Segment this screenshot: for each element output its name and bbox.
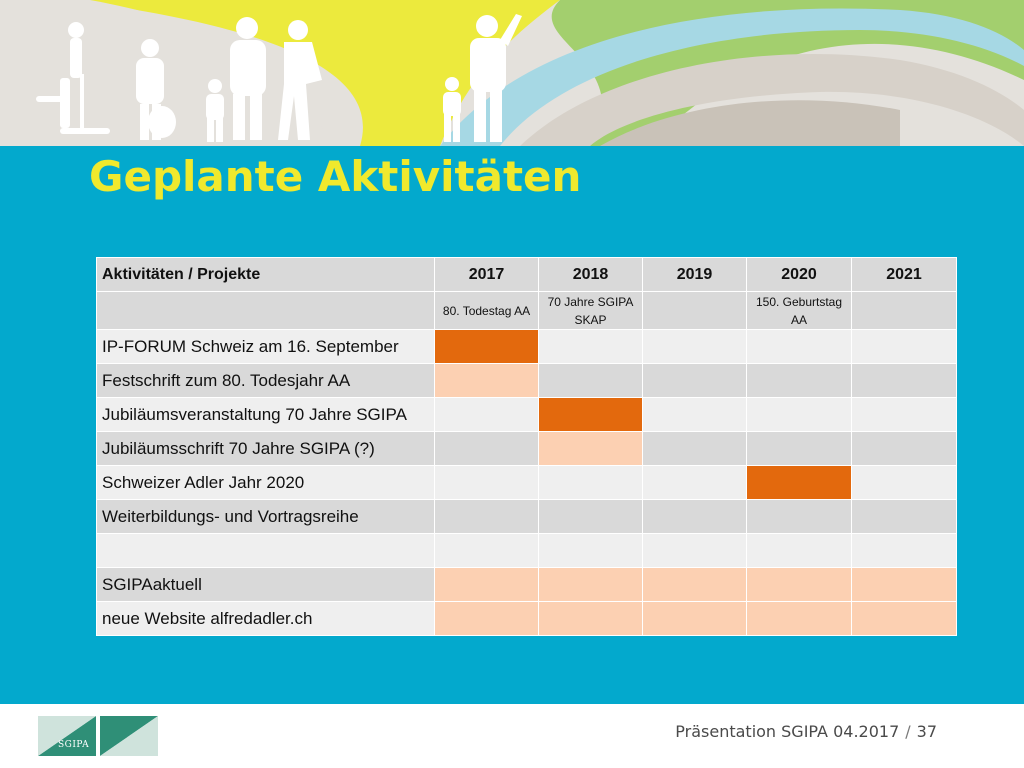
- timeline-cell: [642, 329, 747, 364]
- timeline-cell: [642, 465, 747, 500]
- header-year-2020: 2020: [746, 257, 852, 292]
- timeline-cell: [746, 329, 852, 364]
- table-row: Jubiläumsveranstaltung 70 Jahre SGIPA: [96, 397, 957, 432]
- timeline-cell: [746, 499, 852, 534]
- table-row: IP-FORUM Schweiz am 16. September: [96, 329, 957, 364]
- timeline-cell: [642, 431, 747, 466]
- timeline-cell: [851, 533, 957, 568]
- header-activities: Aktivitäten / Projekte: [96, 257, 435, 292]
- header-year-2019: 2019: [642, 257, 747, 292]
- timeline-cell: [434, 499, 539, 534]
- timeline-bar-light: [851, 567, 957, 602]
- activity-plan-table: Aktivitäten / Projekte 2017 2018 2019 20…: [96, 257, 957, 636]
- table-row: neue Website alfredadler.ch: [96, 601, 957, 636]
- page-number: 37: [916, 722, 937, 741]
- activity-label: IP-FORUM Schweiz am 16. September: [96, 329, 435, 364]
- timeline-cell: [746, 397, 852, 432]
- timeline-bar-light: [851, 601, 957, 636]
- footer: Präsentation SGIPA 04.2017 / 37: [675, 722, 937, 741]
- activity-label: SGIPAaktuell: [96, 567, 435, 602]
- timeline-bar-dark: [746, 465, 852, 500]
- timeline-cell: [851, 397, 957, 432]
- timeline-bar-light: [434, 567, 539, 602]
- subheader-cell: [642, 291, 747, 330]
- sgipa-logo: [38, 716, 158, 756]
- timeline-bar-light: [642, 567, 747, 602]
- activity-label: Jubiläumsschrift 70 Jahre SGIPA (?): [96, 431, 435, 466]
- table-row: Weiterbildungs- und Vortragsreihe: [96, 499, 957, 534]
- table-header-row: Aktivitäten / Projekte 2017 2018 2019 20…: [96, 257, 957, 292]
- timeline-bar-light: [538, 567, 643, 602]
- timeline-bar-dark: [538, 397, 643, 432]
- activity-label: Festschrift zum 80. Todesjahr AA: [96, 363, 435, 398]
- activity-label: Schweizer Adler Jahr 2020: [96, 465, 435, 500]
- timeline-cell: [851, 363, 957, 398]
- table-row: Jubiläumsschrift 70 Jahre SGIPA (?): [96, 431, 957, 466]
- footer-separator: /: [905, 722, 911, 741]
- table-row: Festschrift zum 80. Todesjahr AA: [96, 363, 957, 398]
- timeline-cell: [642, 363, 747, 398]
- header-year-2018: 2018: [538, 257, 643, 292]
- timeline-cell: [434, 431, 539, 466]
- subheader-cell: 80. Todestag AA: [434, 291, 539, 330]
- slide-title: Geplante Aktivitäten: [89, 152, 582, 201]
- timeline-bar-light: [642, 601, 747, 636]
- banner-artwork: [0, 0, 1024, 146]
- subheader-cell: [96, 291, 435, 330]
- timeline-cell: [746, 431, 852, 466]
- timeline-cell: [434, 397, 539, 432]
- subheader-cell: 150. Geburtstag AA: [746, 291, 852, 330]
- timeline-cell: [642, 397, 747, 432]
- table-row: Schweizer Adler Jahr 2020: [96, 465, 957, 500]
- activity-label: [96, 533, 435, 568]
- table-row: SGIPAaktuell: [96, 567, 957, 602]
- timeline-bar-light: [746, 601, 852, 636]
- timeline-cell: [538, 329, 643, 364]
- family-silhouettes: [36, 14, 522, 142]
- table-row: [96, 533, 957, 568]
- header-banner: [0, 0, 1024, 146]
- table-body: IP-FORUM Schweiz am 16. September Festsch…: [96, 329, 957, 636]
- timeline-bar-light: [434, 601, 539, 636]
- timeline-cell: [851, 329, 957, 364]
- subheader-cell: 70 Jahre SGIPA SKAP: [538, 291, 643, 330]
- timeline-cell: [746, 533, 852, 568]
- header-year-2021: 2021: [851, 257, 957, 292]
- timeline-cell: [642, 499, 747, 534]
- timeline-bar-light: [538, 601, 643, 636]
- table-subheader-row: 80. Todestag AA 70 Jahre SGIPA SKAP 150.…: [96, 291, 957, 330]
- timeline-cell: [746, 363, 852, 398]
- timeline-cell: [851, 465, 957, 500]
- timeline-bar-light: [538, 431, 643, 466]
- logo-text: SGIPA: [58, 740, 90, 750]
- subheader-cell: [851, 291, 957, 330]
- timeline-cell: [642, 533, 747, 568]
- timeline-cell: [434, 533, 539, 568]
- timeline-cell: [434, 465, 539, 500]
- timeline-cell: [851, 499, 957, 534]
- timeline-cell: [538, 499, 643, 534]
- activity-label: neue Website alfredadler.ch: [96, 601, 435, 636]
- timeline-cell: [851, 431, 957, 466]
- timeline-bar-dark: [434, 329, 539, 364]
- timeline-cell: [538, 533, 643, 568]
- timeline-bar-light: [746, 567, 852, 602]
- timeline-cell: [538, 363, 643, 398]
- footer-presentation-label: Präsentation SGIPA 04.2017: [675, 722, 900, 741]
- timeline-cell: [538, 465, 643, 500]
- activity-label: Jubiläumsveranstaltung 70 Jahre SGIPA: [96, 397, 435, 432]
- timeline-bar-light: [434, 363, 539, 398]
- header-year-2017: 2017: [434, 257, 539, 292]
- activity-label: Weiterbildungs- und Vortragsreihe: [96, 499, 435, 534]
